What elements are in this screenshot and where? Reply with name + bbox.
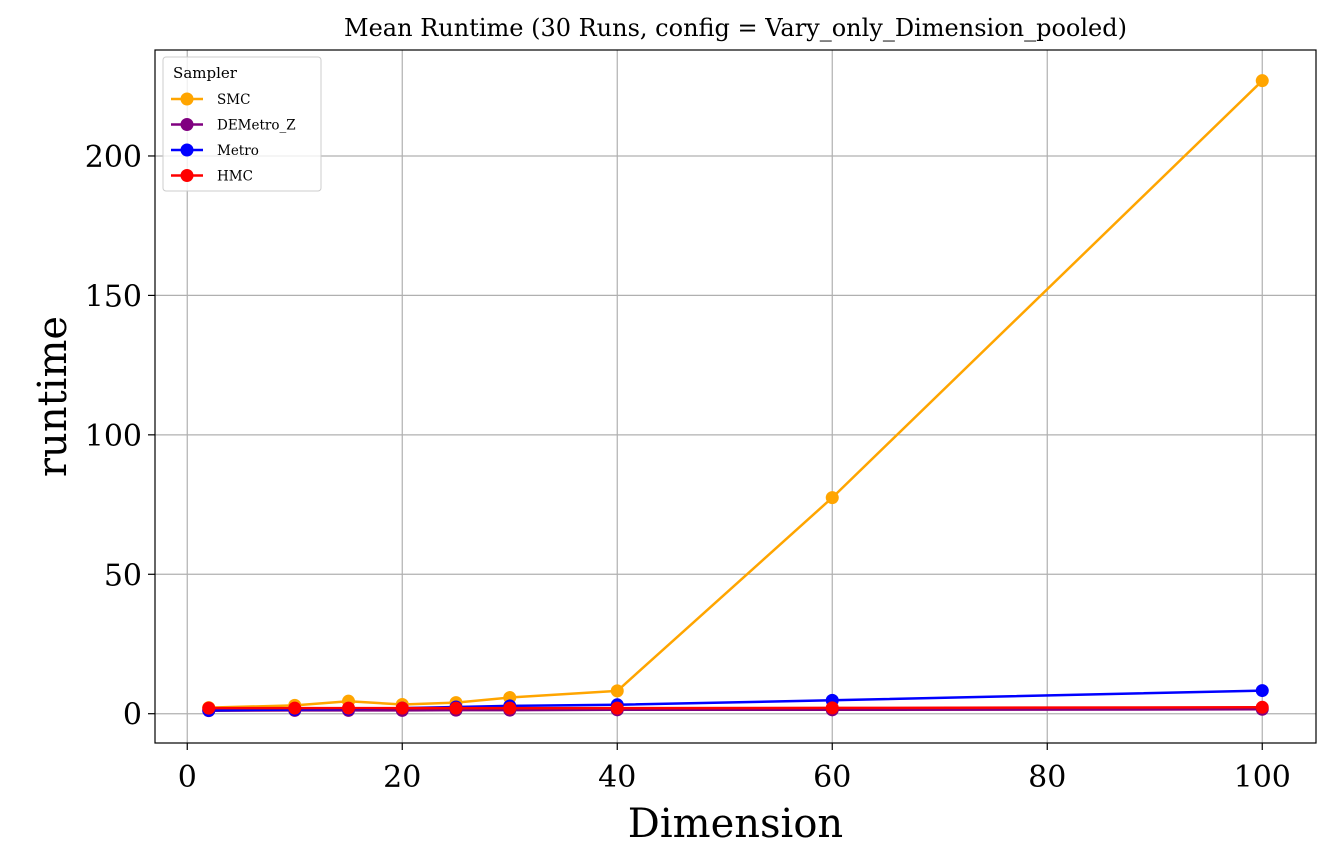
x-axis-title: Dimension (628, 801, 843, 847)
y-tick-label: 100 (85, 419, 142, 454)
legend-swatch-marker (180, 143, 194, 157)
grid-lines (155, 50, 1316, 743)
legend-swatch-marker (180, 92, 194, 106)
legend-label: SMC (217, 92, 250, 108)
series-layer (202, 74, 1269, 718)
legend: Sampler SMC DEMetro_Z Metro HMC (162, 56, 322, 192)
data-point-hmc (1255, 700, 1269, 714)
x-tick-label: 100 (1234, 760, 1291, 795)
data-point-hmc (395, 701, 409, 715)
legend-item-smc: SMC (171, 92, 250, 108)
x-tick-label: 0 (178, 760, 197, 795)
data-point-hmc (503, 701, 517, 715)
x-tick-label: 60 (813, 760, 851, 795)
data-point-smc (1255, 74, 1269, 88)
y-tick-label: 50 (104, 558, 142, 593)
legend-items: SMC DEMetro_Z Metro HMC (171, 92, 296, 185)
chart-title: Mean Runtime (30 Runs, config = Vary_onl… (344, 14, 1127, 42)
legend-item-hmc: HMC (171, 169, 253, 185)
legend-label: HMC (217, 169, 253, 185)
data-point-smc (610, 684, 624, 698)
legend-swatch-marker (180, 169, 194, 182)
y-tick-label: 0 (123, 698, 142, 733)
legend-label: DEMetro_Z (217, 118, 296, 134)
data-point-hmc (449, 701, 463, 715)
data-point-hmc (825, 701, 839, 715)
series-hmc (202, 700, 1269, 715)
legend-label: Metro (217, 143, 259, 159)
y-axis-title: runtime (30, 316, 76, 477)
data-point-metro (1255, 684, 1269, 698)
x-tick-label: 80 (1028, 760, 1066, 795)
legend-swatch-marker (180, 118, 194, 131)
x-tick-label: 40 (598, 760, 636, 795)
legend-title: Sampler (173, 64, 238, 82)
legend-item-demetro-z: DEMetro_Z (171, 118, 296, 134)
data-point-hmc (610, 701, 624, 715)
data-point-hmc (202, 701, 216, 715)
data-point-hmc (342, 701, 355, 715)
data-point-smc (825, 491, 839, 505)
y-tick-label: 200 (85, 140, 142, 175)
y-tick-label: 150 (85, 279, 142, 314)
plot-area-frame (154, 49, 1317, 744)
legend-item-metro: Metro (171, 143, 259, 159)
data-point-hmc (288, 701, 302, 715)
axis-ticks: 0 20 40 60 80 100 0 50 100 150 200 (85, 140, 1291, 795)
x-tick-label: 20 (383, 760, 421, 795)
series-line-hmc (208, 706, 1263, 710)
legend-box (162, 56, 322, 192)
